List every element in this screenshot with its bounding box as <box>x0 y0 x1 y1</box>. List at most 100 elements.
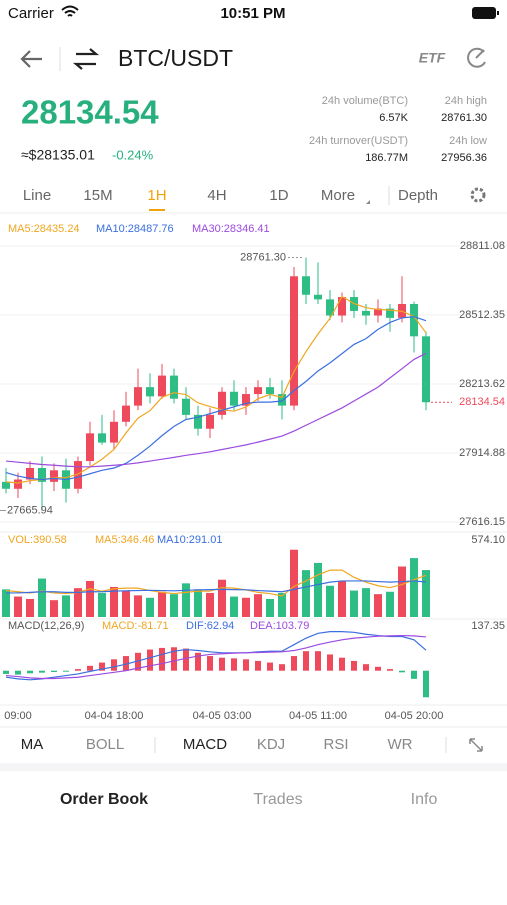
x-tick-label: 09:00 <box>4 710 32 722</box>
settings-button[interactable] <box>470 187 486 203</box>
macd-bar <box>267 662 273 671</box>
bottom-tab[interactable]: Info <box>411 791 438 808</box>
back-button[interactable] <box>20 50 42 68</box>
candle-body <box>410 303 418 337</box>
timeframe-tab[interactable]: Line <box>23 187 51 204</box>
volume-bar <box>338 580 346 617</box>
refresh-button[interactable] <box>467 47 486 68</box>
stat-label: 24h volume(BTC) <box>322 95 408 107</box>
x-tick-label: 04-05 20:00 <box>385 710 444 722</box>
macd-bar <box>3 670 9 674</box>
clock: 10:51 PM <box>220 5 285 22</box>
indicator-tab[interactable]: BOLL <box>86 736 124 753</box>
volume-bar <box>206 592 214 617</box>
candle-body <box>362 310 370 316</box>
y-tick-label: 28213.62 <box>459 378 505 390</box>
candle-body <box>182 398 190 415</box>
candle-body <box>206 414 214 429</box>
macd-bar <box>87 665 93 671</box>
indicator-tab[interactable]: WR <box>388 736 413 753</box>
indicator-tab[interactable]: MACD <box>183 736 227 753</box>
volume-bar <box>410 558 418 617</box>
candle-body <box>26 467 34 480</box>
macd-bar <box>315 651 321 671</box>
timeframe-tab[interactable]: 1H <box>147 187 166 204</box>
macd-bar <box>159 647 165 671</box>
volume-bar <box>86 580 94 617</box>
indicator-line <box>5 352 427 468</box>
bottom-tab[interactable]: Trades <box>253 791 302 808</box>
volume-bar <box>74 588 82 617</box>
swap-button[interactable] <box>72 48 100 70</box>
macd-bar <box>255 660 261 671</box>
macd-bar <box>51 670 57 673</box>
timeframe-tab[interactable]: More <box>321 187 355 204</box>
macd-bar <box>99 662 105 671</box>
volume-bar <box>278 592 286 617</box>
macd-bar <box>195 652 201 671</box>
macd-bar <box>111 659 117 671</box>
legend-entry: MA5:28435.24 <box>8 223 80 235</box>
macd-bar <box>339 657 345 671</box>
candle-body <box>14 479 22 489</box>
volume-bar <box>302 570 310 617</box>
annotation: 27665.94 <box>7 504 53 516</box>
candle-body <box>50 470 58 482</box>
volume-bar <box>374 594 382 617</box>
macd-bar <box>207 656 213 671</box>
battery-icon <box>472 7 496 19</box>
indicator-line <box>6 580 427 594</box>
indicator-tab[interactable]: KDJ <box>257 736 285 753</box>
candle-body <box>110 421 118 443</box>
macd-bar <box>231 658 237 671</box>
volume-bar <box>146 597 154 617</box>
macd-bar <box>243 659 249 671</box>
indicator-line <box>5 634 427 680</box>
candle-body <box>278 394 286 406</box>
macd-bar <box>375 666 381 671</box>
etf-button[interactable]: ETF <box>419 50 446 66</box>
candle-body <box>326 299 334 316</box>
candle-body <box>230 391 238 406</box>
timeframe-tab[interactable]: 15M <box>83 187 112 204</box>
indicator-line <box>5 316 427 481</box>
more-caret <box>366 200 370 204</box>
candle-body <box>374 308 382 316</box>
volume-bar <box>254 594 262 617</box>
macd-bar <box>387 669 393 671</box>
timeframe-tab[interactable]: 1D <box>269 187 288 204</box>
macd-bar <box>27 670 33 674</box>
candle-body <box>74 461 82 489</box>
volume-bar <box>350 590 358 617</box>
macd-bar <box>63 670 69 672</box>
macd-bar <box>123 656 129 671</box>
legend-entry: MA30:28346.41 <box>192 223 270 235</box>
wifi-icon <box>61 5 79 17</box>
candle-body <box>158 375 166 397</box>
candle-body <box>2 481 10 489</box>
timeframe-tab[interactable]: 4H <box>207 187 226 204</box>
expand-button[interactable] <box>469 738 483 752</box>
x-tick-label: 04-04 18:00 <box>85 710 144 722</box>
bottom-tab[interactable]: Order Book <box>60 791 148 808</box>
macd-bar <box>171 647 177 671</box>
last-price: 28134.54 <box>21 94 159 131</box>
macd-bar <box>147 649 153 671</box>
fiat-price: ≈$28135.01 <box>21 147 95 163</box>
macd-bar <box>75 669 81 671</box>
volume-bar <box>230 596 238 617</box>
depth-tab[interactable]: Depth <box>398 187 438 204</box>
legend-entry: DIF:62.94 <box>186 620 234 632</box>
candle-body <box>218 391 226 415</box>
y-tick-label: 27914.88 <box>459 447 505 459</box>
volume-bar <box>98 592 106 617</box>
y-tick-label: 137.35 <box>471 620 505 632</box>
macd-bar <box>219 657 225 671</box>
indicator-tab[interactable]: RSI <box>323 736 348 753</box>
legend-entry: MA5:346.46 <box>95 534 154 546</box>
x-tick-label: 04-05 03:00 <box>193 710 252 722</box>
indicator-tab[interactable]: MA <box>21 736 44 753</box>
stat-label: 24h low <box>449 135 487 147</box>
